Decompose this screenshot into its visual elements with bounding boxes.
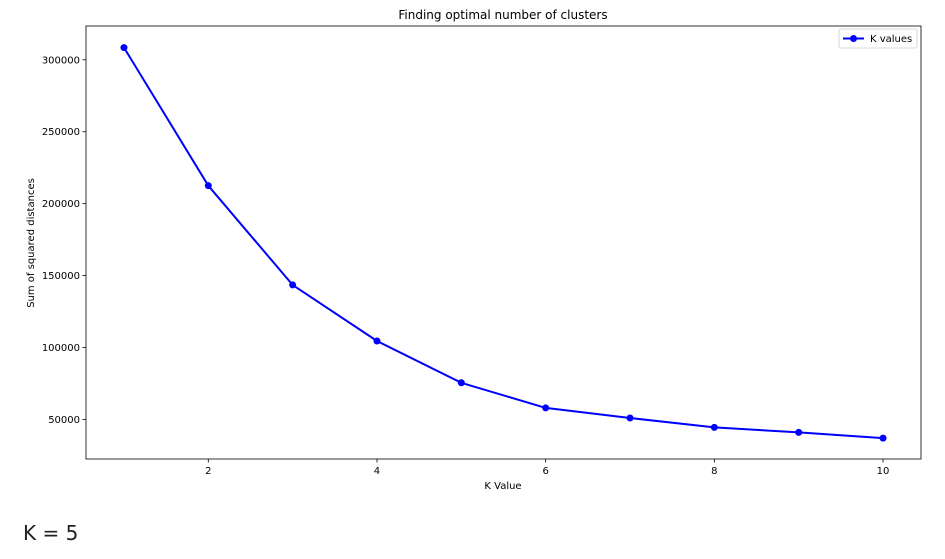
legend-label: K values <box>870 34 912 45</box>
data-point <box>879 434 887 442</box>
y-tick-label: 150000 <box>42 271 80 282</box>
k-value-note: K = 5 <box>23 521 79 545</box>
data-point <box>373 337 381 345</box>
data-point <box>457 379 465 387</box>
data-point <box>542 404 550 412</box>
series-line <box>123 47 884 440</box>
y-tick-label: 300000 <box>42 55 80 66</box>
data-point <box>710 423 718 431</box>
y-tick-label: 200000 <box>42 199 80 210</box>
data-point <box>626 414 634 422</box>
legend-box <box>838 28 918 49</box>
plot-frame <box>85 25 922 460</box>
axis-ticks: 2 4 6 8 10 50000 100000 150000 200000 250000 30000… <box>42 55 890 477</box>
x-tick-label: 2 <box>205 466 211 477</box>
x-tick-label: 10 <box>877 466 890 477</box>
data-point <box>289 281 297 289</box>
data-point <box>120 44 128 52</box>
x-tick-label: 8 <box>711 466 717 477</box>
x-axis-label: K Value <box>484 481 521 492</box>
legend: K values <box>838 28 918 49</box>
y-tick-label: 100000 <box>42 343 80 354</box>
elbow-chart: Finding optimal number of clusters Sum o… <box>26 8 922 492</box>
data-point <box>204 182 212 190</box>
x-tick-label: 6 <box>542 466 548 477</box>
series-layer <box>120 44 887 442</box>
y-tick-label: 250000 <box>42 127 80 138</box>
data-point <box>795 428 803 436</box>
chart-title: Finding optimal number of clusters <box>398 8 607 22</box>
y-tick-label: 50000 <box>48 415 80 426</box>
legend-marker <box>850 35 857 42</box>
y-axis-label: Sum of squared distances <box>26 178 37 308</box>
x-tick-label: 4 <box>374 466 380 477</box>
